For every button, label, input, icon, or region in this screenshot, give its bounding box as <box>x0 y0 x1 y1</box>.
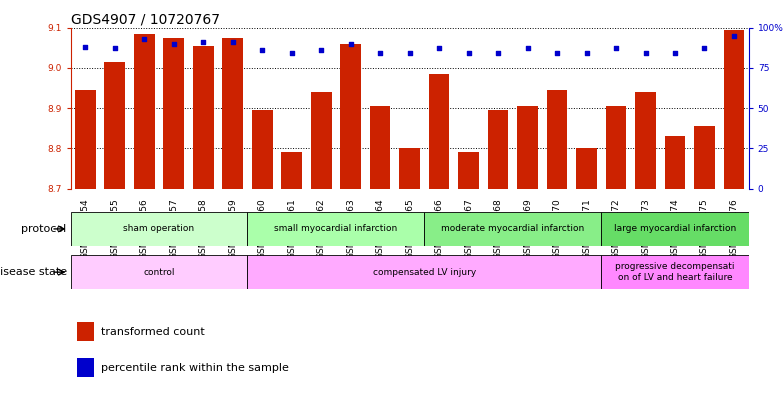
Text: compensated LV injury: compensated LV injury <box>372 268 476 277</box>
Bar <box>71 255 248 289</box>
Point <box>403 50 416 57</box>
Bar <box>606 106 626 189</box>
Bar <box>370 106 390 189</box>
Bar <box>546 90 568 189</box>
Bar <box>223 38 243 189</box>
Bar <box>193 46 213 189</box>
Bar <box>78 358 94 377</box>
Point <box>463 50 475 57</box>
Point <box>168 40 180 47</box>
Bar <box>635 92 656 189</box>
Bar <box>104 62 125 189</box>
Bar <box>601 255 749 289</box>
Text: disease state: disease state <box>0 267 67 277</box>
Bar <box>248 212 424 246</box>
Bar <box>429 74 449 189</box>
Bar <box>252 110 273 189</box>
Point <box>639 50 652 57</box>
Text: sham operation: sham operation <box>123 224 194 233</box>
Bar <box>340 44 361 189</box>
Point <box>197 39 209 45</box>
Bar <box>163 38 184 189</box>
Point <box>728 32 740 39</box>
Point <box>610 45 622 51</box>
Bar <box>424 212 601 246</box>
Text: transformed count: transformed count <box>101 327 205 337</box>
Bar <box>75 90 96 189</box>
Text: progressive decompensati
on of LV and heart failure: progressive decompensati on of LV and he… <box>615 263 735 282</box>
Bar <box>71 212 248 246</box>
Bar <box>134 33 154 189</box>
Text: moderate myocardial infarction: moderate myocardial infarction <box>441 224 584 233</box>
Point <box>79 44 92 50</box>
Bar <box>517 106 538 189</box>
Point <box>374 50 387 57</box>
Point <box>699 45 711 51</box>
Bar <box>694 126 715 189</box>
Point <box>551 50 564 57</box>
Text: GDS4907 / 10720767: GDS4907 / 10720767 <box>71 12 220 26</box>
Bar <box>601 212 749 246</box>
Bar <box>665 136 685 189</box>
Point <box>315 47 328 53</box>
Text: percentile rank within the sample: percentile rank within the sample <box>101 363 289 373</box>
Bar <box>459 152 479 189</box>
Point <box>285 50 298 57</box>
Point <box>108 45 121 51</box>
Bar <box>724 29 744 189</box>
Text: protocol: protocol <box>21 224 67 234</box>
Point <box>521 45 534 51</box>
Bar <box>248 255 601 289</box>
Point <box>227 39 239 45</box>
Point <box>344 40 357 47</box>
Text: control: control <box>143 268 175 277</box>
Bar <box>488 110 508 189</box>
Point <box>256 47 268 53</box>
Text: large myocardial infarction: large myocardial infarction <box>614 224 736 233</box>
Text: small myocardial infarction: small myocardial infarction <box>274 224 397 233</box>
Point <box>138 36 151 42</box>
Bar <box>78 322 94 341</box>
Point <box>492 50 504 57</box>
Point <box>669 50 681 57</box>
Bar <box>281 152 302 189</box>
Bar <box>399 148 420 189</box>
Point <box>433 45 445 51</box>
Bar <box>576 148 597 189</box>
Point <box>580 50 593 57</box>
Bar <box>311 92 332 189</box>
